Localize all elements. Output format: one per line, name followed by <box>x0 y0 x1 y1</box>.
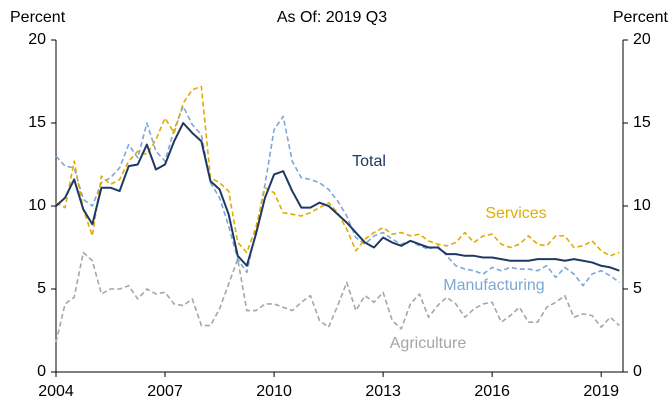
chart-title: As Of: 2019 Q3 <box>277 9 387 26</box>
series-label: Agriculture <box>390 335 467 352</box>
y-tick-label: 10 <box>28 197 46 214</box>
series-label: Manufacturing <box>443 277 544 294</box>
y-tick-label: 5 <box>37 280 46 297</box>
series-label: Services <box>485 205 546 222</box>
y-tick-label: 20 <box>28 31 46 48</box>
y2-axis-label: Percent <box>613 9 668 26</box>
x-tick-label: 2013 <box>365 383 401 400</box>
series-line <box>55 122 620 272</box>
series-line <box>55 105 620 287</box>
x-tick-label: 2016 <box>474 383 510 400</box>
y2-tick-label: 20 <box>633 31 651 48</box>
x-tick-label: 2007 <box>147 383 183 400</box>
x-tick-label: 2019 <box>583 383 619 400</box>
y-axis-label: Percent <box>10 9 66 26</box>
y2-tick-label: 0 <box>633 363 642 380</box>
y2-tick-label: 15 <box>633 114 651 131</box>
x-tick-label: 2004 <box>38 383 74 400</box>
y-tick-label: 0 <box>37 363 46 380</box>
series-line <box>55 85 620 257</box>
series-line <box>55 251 620 343</box>
y2-tick-label: 5 <box>633 280 642 297</box>
x-tick-label: 2010 <box>256 383 292 400</box>
y2-tick-label: 10 <box>633 197 651 214</box>
y-tick-label: 15 <box>28 114 46 131</box>
series-label: Total <box>352 153 386 170</box>
